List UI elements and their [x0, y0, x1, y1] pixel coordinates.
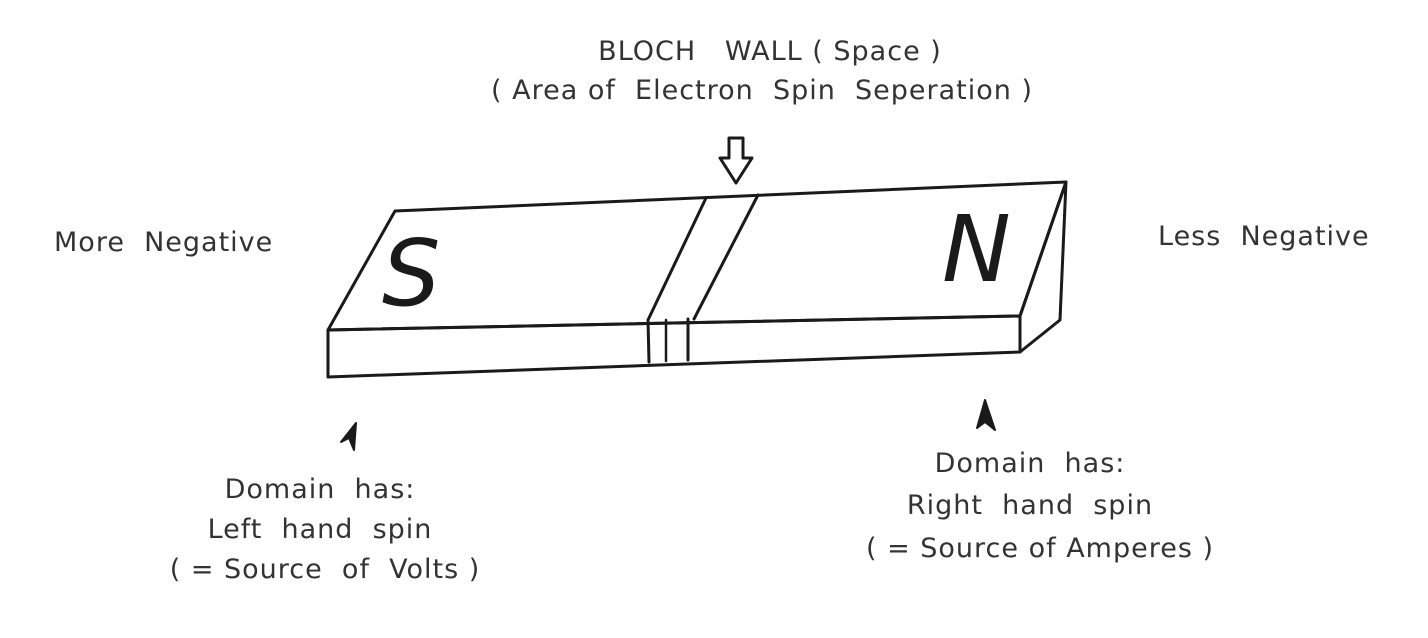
north-pole-label: N — [942, 196, 1011, 303]
bloch-wall-front-left — [646, 318, 651, 364]
bloch-wall-line-right — [692, 193, 760, 321]
left-pointer-arrow-icon — [340, 422, 357, 451]
south-pole-label: S — [382, 220, 441, 327]
left-domain-line1: Domain has: — [224, 474, 416, 505]
more-negative-label: More Negative — [54, 227, 274, 258]
right-domain-line2: Right hand spin — [906, 490, 1154, 521]
bloch-wall-title: BLOCH WALL ( Space ) — [598, 36, 942, 67]
down-arrow-icon — [718, 136, 754, 185]
bloch-wall-subtitle: ( Area of Electron Spin Seperation ) — [491, 75, 1033, 106]
right-pointer-arrow-icon — [976, 399, 996, 431]
left-domain-line3: ( = Source of Volts ) — [169, 554, 481, 585]
magnet-end-face — [1018, 180, 1068, 354]
left-domain-line2: Left hand spin — [207, 514, 433, 545]
bloch-wall-line-left — [646, 196, 708, 322]
right-domain-line1: Domain has: — [934, 448, 1126, 479]
right-domain-line3: ( = Source of Amperes ) — [865, 533, 1215, 564]
less-negative-label: Less Negative — [1158, 221, 1370, 252]
